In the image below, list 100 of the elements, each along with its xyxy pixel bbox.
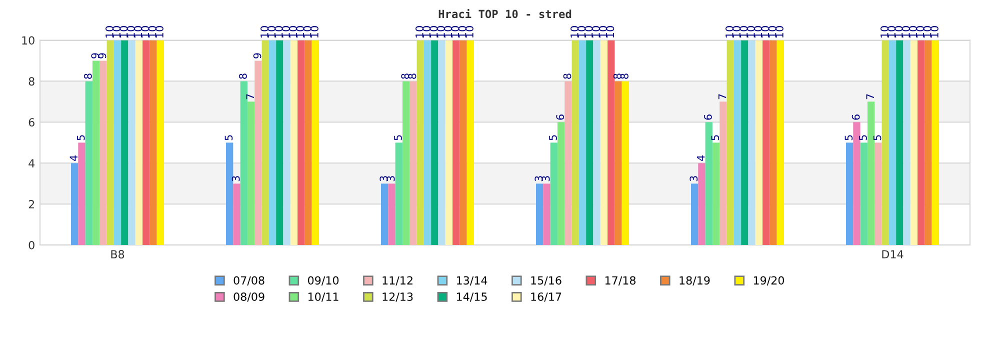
data-label: 10 — [725, 26, 734, 38]
data-label: 5 — [549, 135, 557, 140]
bar — [142, 40, 150, 245]
bar — [226, 142, 234, 245]
data-label: 10 — [112, 26, 121, 38]
data-label: 10 — [120, 26, 128, 38]
bar — [543, 184, 550, 245]
data-label: 10 — [768, 26, 776, 38]
data-label: 10 — [761, 26, 770, 38]
bar — [128, 40, 136, 245]
y-tick-label: 6 — [28, 118, 34, 127]
bar — [557, 122, 565, 245]
y-tick-label: 2 — [28, 200, 34, 208]
chart-title: Hraci TOP 10 - stred — [438, 8, 572, 18]
bar — [71, 163, 78, 245]
bar — [416, 40, 424, 245]
bar — [910, 40, 918, 245]
data-label: 6 — [704, 114, 712, 120]
bar — [578, 40, 586, 245]
bar — [860, 142, 868, 245]
data-label: 5 — [77, 135, 85, 140]
bar — [85, 81, 92, 245]
x-tick-label: B8 — [111, 250, 124, 258]
bar — [888, 40, 896, 245]
bar — [388, 184, 396, 245]
bar — [622, 81, 629, 245]
data-label: 10 — [303, 26, 312, 38]
bar — [312, 40, 319, 245]
bar — [867, 102, 875, 245]
y-tick-label: 8 — [28, 77, 34, 86]
bar — [762, 40, 770, 245]
legend-label: 07/08 — [234, 276, 264, 286]
bar — [748, 40, 756, 245]
bar — [240, 81, 248, 245]
bar — [283, 40, 290, 245]
data-label: 10 — [916, 26, 924, 38]
bar — [918, 40, 925, 245]
legend-label: 19/20 — [754, 276, 784, 286]
bar — [135, 40, 143, 245]
bar — [466, 40, 474, 245]
data-label: 10 — [930, 26, 938, 38]
bar — [78, 142, 86, 245]
bar — [92, 60, 100, 245]
legend-label: 16/17 — [531, 292, 562, 302]
data-label: 10 — [606, 26, 614, 38]
data-label: 10 — [923, 26, 932, 38]
data-label: 8 — [563, 74, 572, 79]
bar — [564, 81, 572, 245]
legend-label: 08/09 — [234, 292, 264, 302]
data-label: 10 — [274, 26, 283, 38]
data-label: 8 — [401, 74, 410, 79]
data-label: 10 — [451, 26, 460, 38]
data-label: 5 — [873, 135, 882, 140]
data-label: 10 — [570, 26, 578, 38]
bar — [431, 40, 438, 245]
bar — [114, 40, 122, 245]
bar — [874, 142, 882, 245]
bar — [600, 40, 608, 245]
data-label: 4 — [70, 155, 78, 161]
bar — [698, 163, 706, 245]
legend-label: 18/19 — [680, 276, 710, 286]
bar — [233, 184, 240, 245]
data-label: 10 — [894, 26, 903, 38]
bar — [572, 40, 579, 245]
data-label: 9 — [98, 53, 106, 58]
bar — [438, 40, 446, 245]
data-label: 8 — [408, 74, 416, 79]
data-label: 6 — [556, 114, 564, 120]
bar — [395, 142, 402, 245]
data-label: 10 — [584, 26, 593, 38]
data-label: 6 — [852, 114, 860, 120]
bar — [445, 40, 453, 245]
data-label: 8 — [239, 74, 247, 79]
data-label: 10 — [422, 26, 431, 38]
bar — [410, 81, 417, 245]
data-label: 7 — [246, 94, 254, 100]
bar — [402, 81, 410, 245]
legend-label: 15/16 — [531, 276, 562, 286]
bar — [896, 40, 904, 245]
bar — [614, 81, 622, 245]
bar — [705, 122, 712, 245]
y-tick-label: 10 — [22, 36, 34, 45]
bar — [298, 40, 305, 245]
bar — [726, 40, 734, 245]
bar — [536, 184, 544, 245]
data-label: 10 — [880, 26, 888, 38]
data-label: 10 — [732, 26, 741, 38]
bar — [268, 40, 276, 245]
data-label: 3 — [232, 176, 240, 182]
bar — [712, 142, 720, 245]
data-label: 3 — [690, 176, 698, 182]
bar — [276, 40, 284, 245]
data-label: 10 — [156, 26, 164, 38]
bar — [846, 142, 854, 245]
bar — [106, 40, 114, 245]
data-label: 10 — [148, 26, 156, 38]
legend-label: 10/11 — [308, 292, 338, 302]
bar — [903, 40, 910, 245]
bar — [290, 40, 298, 245]
legend-label: 12/13 — [382, 292, 413, 302]
